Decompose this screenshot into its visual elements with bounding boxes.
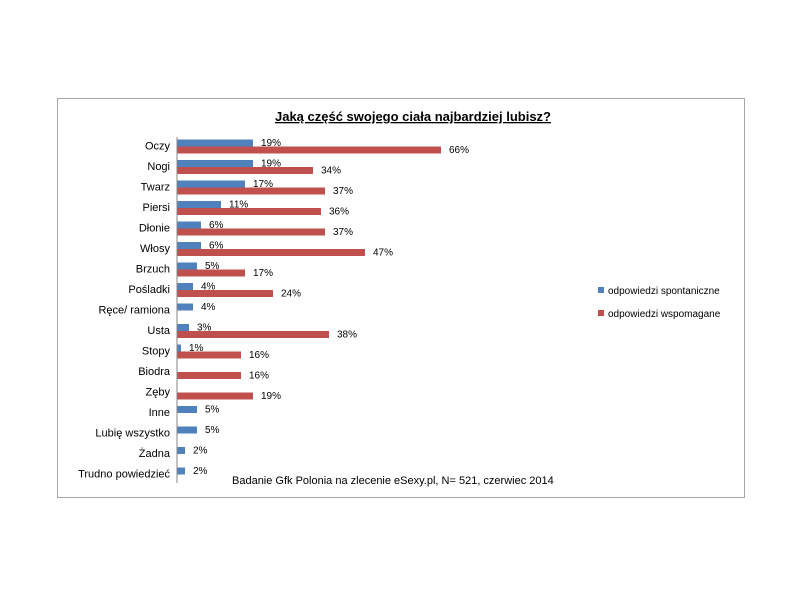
value-label-spontaneous-lubie-wszystko: 5% [205,425,220,436]
category-label-brzuch: Brzuch [136,264,170,276]
bar-spontaneous-twarz [177,180,245,188]
bar-aided-zeby [177,392,253,400]
legend-label-aided: odpowiedzi wspomagane [608,309,721,320]
category-label-rece-ramiona: Ręce/ ramiona [98,305,170,317]
value-label-spontaneous-brzuch: 5% [205,261,220,272]
value-label-spontaneous-posladki: 4% [201,282,216,293]
bars [177,139,441,475]
bar-aided-stopy [177,351,241,359]
bar-spontaneous-wlosy [177,242,201,249]
value-label-spontaneous-dlonie: 6% [209,220,224,231]
bar-spontaneous-stopy [177,344,181,352]
category-label-zadna: Żadna [139,447,171,460]
value-label-aided-nogi: 34% [321,166,341,177]
value-label-spontaneous-usta: 3% [197,323,212,334]
category-label-trudno-powiedziec: Trudno powiedzieć [78,469,170,481]
value-label-aided-wlosy: 47% [373,248,393,259]
value-label-spontaneous-wlosy: 6% [209,241,224,252]
bar-aided-posladki [177,290,273,297]
bar-spontaneous-dlonie [177,221,201,229]
bar-spontaneous-oczy [177,139,253,147]
chart-frame: Jaką część swojego ciała najbardziej lub… [57,98,745,498]
category-label-usta: Usta [147,325,171,337]
legend-swatch-spontaneous [598,287,604,293]
bar-aided-biodra [177,372,241,379]
category-labels: Oczy Nogi Twarz Piersi Dłonie Włosy Brzuch Pośl… [78,141,171,481]
bar-spontaneous-lubie-wszystko [177,426,197,434]
bar-aided-dlonie [177,228,325,236]
value-label-spontaneous-oczy: 19% [261,138,281,149]
category-label-dlonie: Dłonie [139,223,170,235]
chart-title: Jaką część swojego ciała najbardziej lub… [275,109,551,124]
value-label-aided-twarz: 37% [333,186,353,197]
value-label-spontaneous-piersi: 11% [229,200,248,211]
value-label-aided-biodra: 16% [249,371,269,382]
value-labels: 19% 66% 19% 34% 17% 37% 11% 36% 6% 37% 6% 47% 5% 17% 4… [189,138,469,477]
bar-spontaneous-nogi [177,160,253,167]
value-label-aided-posladki: 24% [281,289,301,300]
value-label-aided-usta: 38% [337,330,357,341]
bar-aided-piersi [177,208,321,215]
category-label-zeby: Zęby [146,387,171,399]
value-label-aided-brzuch: 17% [253,268,273,279]
bar-aided-oczy [177,146,441,154]
category-label-nogi: Nogi [147,161,170,173]
value-label-aided-stopy: 16% [249,350,269,361]
bar-spontaneous-inne [177,406,197,413]
bar-aided-usta [177,331,329,338]
value-label-aided-piersi: 36% [329,207,349,218]
bar-spontaneous-brzuch [177,262,197,270]
value-label-spontaneous-twarz: 17% [253,179,273,190]
category-label-posladki: Pośladki [128,284,170,296]
value-label-spontaneous-rece-ramiona: 4% [201,302,216,313]
bar-spontaneous-zadna [177,447,185,454]
category-label-twarz: Twarz [141,182,170,194]
bar-aided-wlosy [177,249,365,256]
bar-spontaneous-posladki [177,283,193,290]
bar-aided-twarz [177,187,325,195]
bar-chart: Jaką część swojego ciała najbardziej lub… [78,109,721,487]
legend-swatch-aided [598,310,604,316]
bar-spontaneous-rece-ramiona [177,303,193,311]
value-label-spontaneous-zadna: 2% [193,446,208,457]
category-label-inne: Inne [149,407,170,419]
value-label-aided-oczy: 66% [449,145,469,156]
value-label-spontaneous-stopy: 1% [189,343,204,354]
category-label-wlosy: Włosy [140,243,170,255]
value-label-aided-zeby: 19% [261,391,281,402]
value-label-aided-dlonie: 37% [333,227,353,238]
value-label-spontaneous-trudno-powiedziec: 2% [193,466,208,477]
bar-aided-nogi [177,167,313,174]
category-label-piersi: Piersi [142,202,170,214]
category-label-oczy: Oczy [145,141,171,153]
source-note: Badanie Gfk Polonia na zlecenie eSexy.pl… [232,475,554,487]
value-label-spontaneous-nogi: 19% [261,159,281,170]
bar-spontaneous-trudno-powiedziec [177,467,185,475]
bar-spontaneous-usta [177,324,189,331]
category-label-lubie-wszystko: Lubię wszystko [95,428,170,440]
legend-label-spontaneous: odpowiedzi spontaniczne [608,286,720,297]
legend: odpowiedzi spontaniczne odpowiedzi wspoma… [598,286,721,320]
bar-aided-brzuch [177,269,245,277]
category-label-stopy: Stopy [142,346,171,358]
bar-spontaneous-piersi [177,201,221,208]
category-label-biodra: Biodra [138,366,171,378]
value-label-spontaneous-inne: 5% [205,405,220,416]
